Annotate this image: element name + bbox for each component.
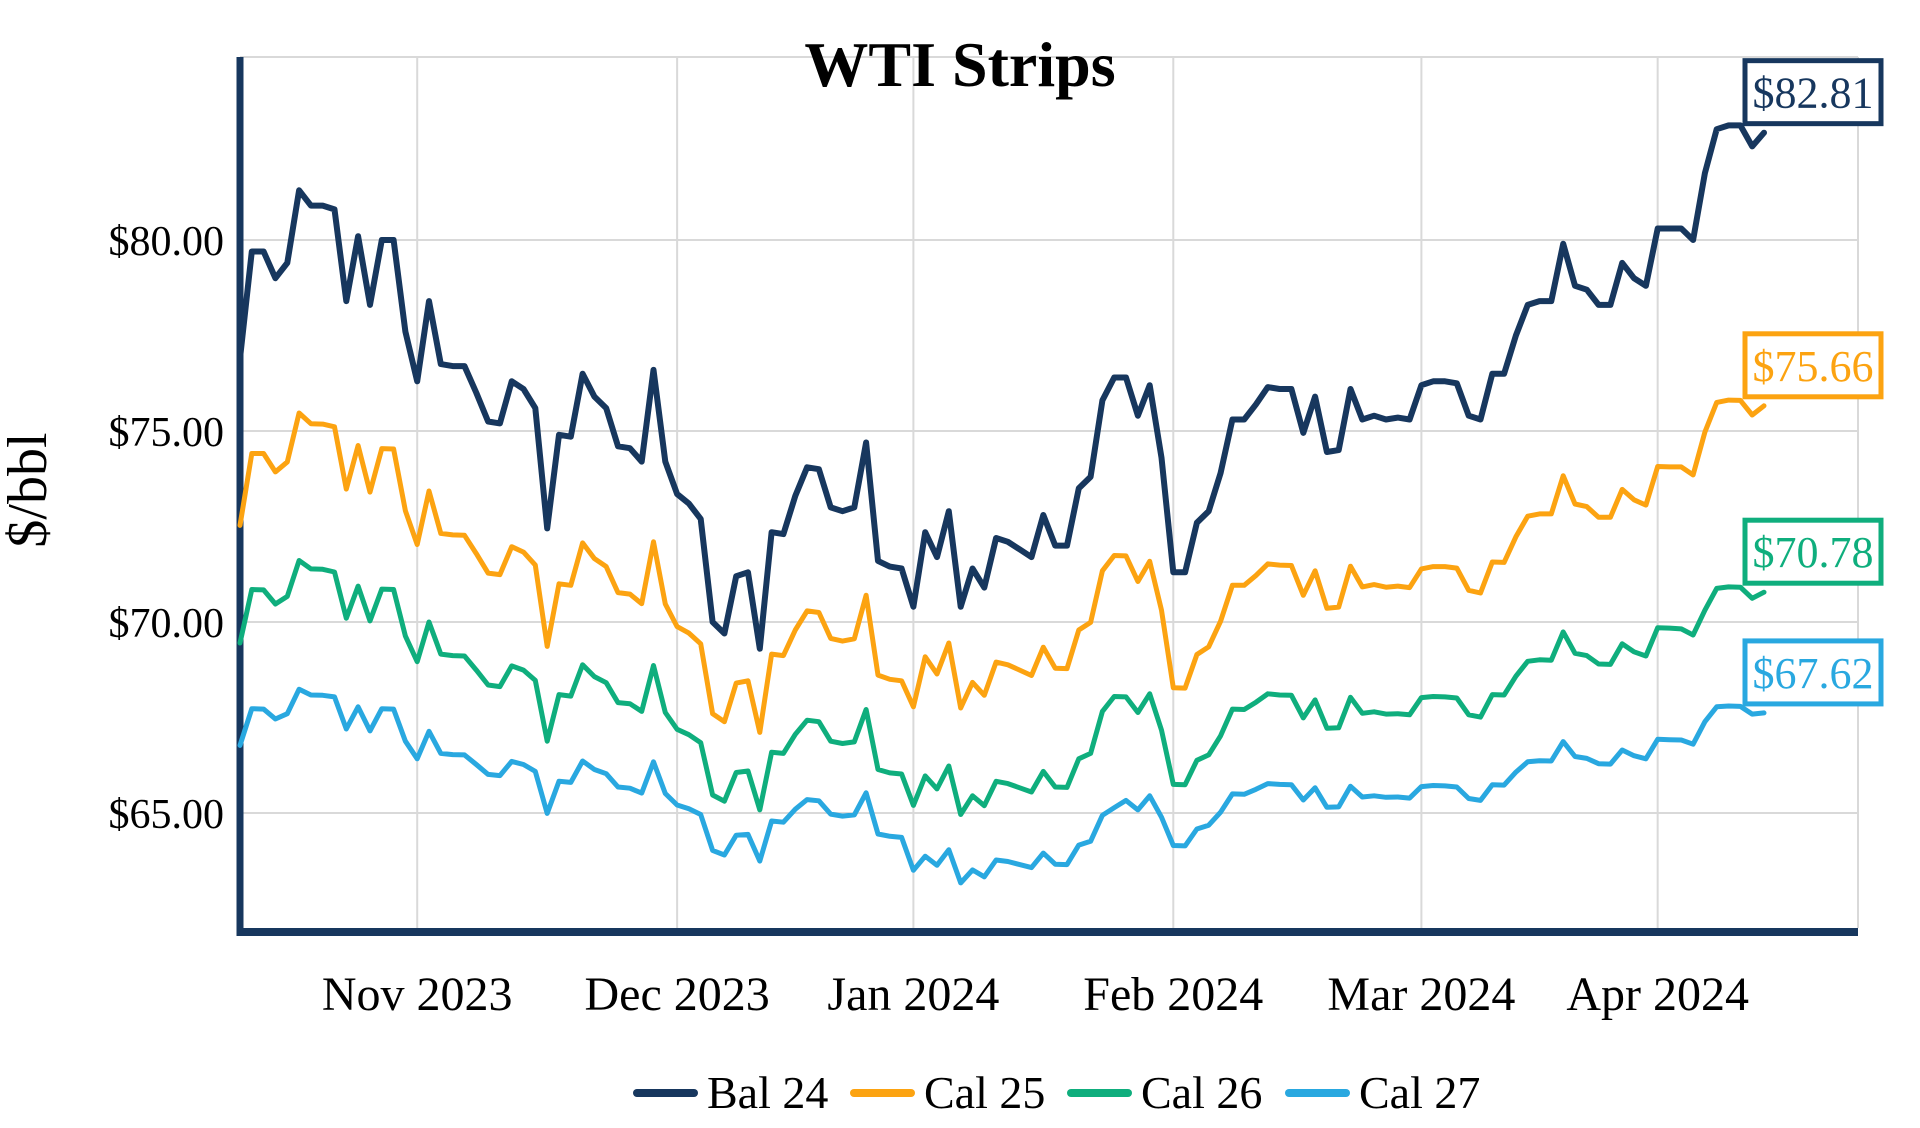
series-line-cal-27 [237, 686, 1767, 886]
x-tick-label: Dec 2023 [584, 968, 769, 1021]
end-value-box-cal-27 [1742, 638, 1884, 707]
legend-item-cal-25: Cal 25 [850, 1067, 1045, 1118]
end-value-label: $82.81 [1753, 69, 1874, 118]
legend-item-label: Cal 27 [1359, 1067, 1480, 1118]
legend: Bal 24 Cal 25 Cal 26 Cal 27 [633, 1067, 1480, 1118]
legend-item-label: Bal 24 [707, 1067, 828, 1118]
y-tick-labels: $80.00 $75.00 $70.00 $65.00 [109, 219, 225, 838]
x-tick-label: Feb 2024 [1083, 968, 1263, 1021]
x-tick-labels: Nov 2023 Dec 2023 Jan 2024 Feb 2024 Mar 2024… [322, 968, 1749, 1021]
series-line-cal-25 [237, 397, 1767, 735]
x-tick-label: Mar 2024 [1327, 968, 1515, 1021]
end-value-box-cal-26 [1742, 517, 1884, 586]
y-tick-label: $80.00 [109, 219, 225, 265]
x-tick-label: Nov 2023 [322, 968, 513, 1021]
legend-item-cal-26: Cal 26 [1067, 1067, 1262, 1118]
legend-item-label: Cal 25 [924, 1067, 1045, 1118]
y-axis-label: $/bbl [0, 432, 59, 547]
axis-spines [236, 57, 1858, 936]
end-value-label: $67.62 [1753, 649, 1874, 698]
y-tick-label: $70.00 [109, 601, 225, 647]
legend-item-bal-24: Bal 24 [633, 1067, 828, 1118]
series-line-bal-24 [237, 122, 1767, 652]
series-lines [237, 122, 1767, 886]
end-value-callouts: $82.81 $75.66 $70.78 $67.62 [1742, 58, 1884, 707]
y-tick-label: $65.00 [109, 792, 225, 838]
end-value-label: $70.78 [1753, 528, 1874, 577]
plot-borders [240, 56, 1859, 928]
x-tick-label: Jan 2024 [827, 968, 999, 1021]
end-value-box-bal-24 [1742, 58, 1884, 127]
end-value-box-cal-25 [1742, 331, 1884, 400]
series-line-cal-26 [237, 558, 1767, 817]
y-tick-label: $75.00 [109, 410, 225, 456]
legend-item-cal-27: Cal 27 [1285, 1067, 1480, 1118]
chart-title: WTI Strips [804, 29, 1115, 100]
end-value-label: $75.66 [1753, 342, 1874, 391]
x-tick-label: Apr 2024 [1566, 968, 1749, 1021]
legend-item-label: Cal 26 [1141, 1067, 1262, 1118]
